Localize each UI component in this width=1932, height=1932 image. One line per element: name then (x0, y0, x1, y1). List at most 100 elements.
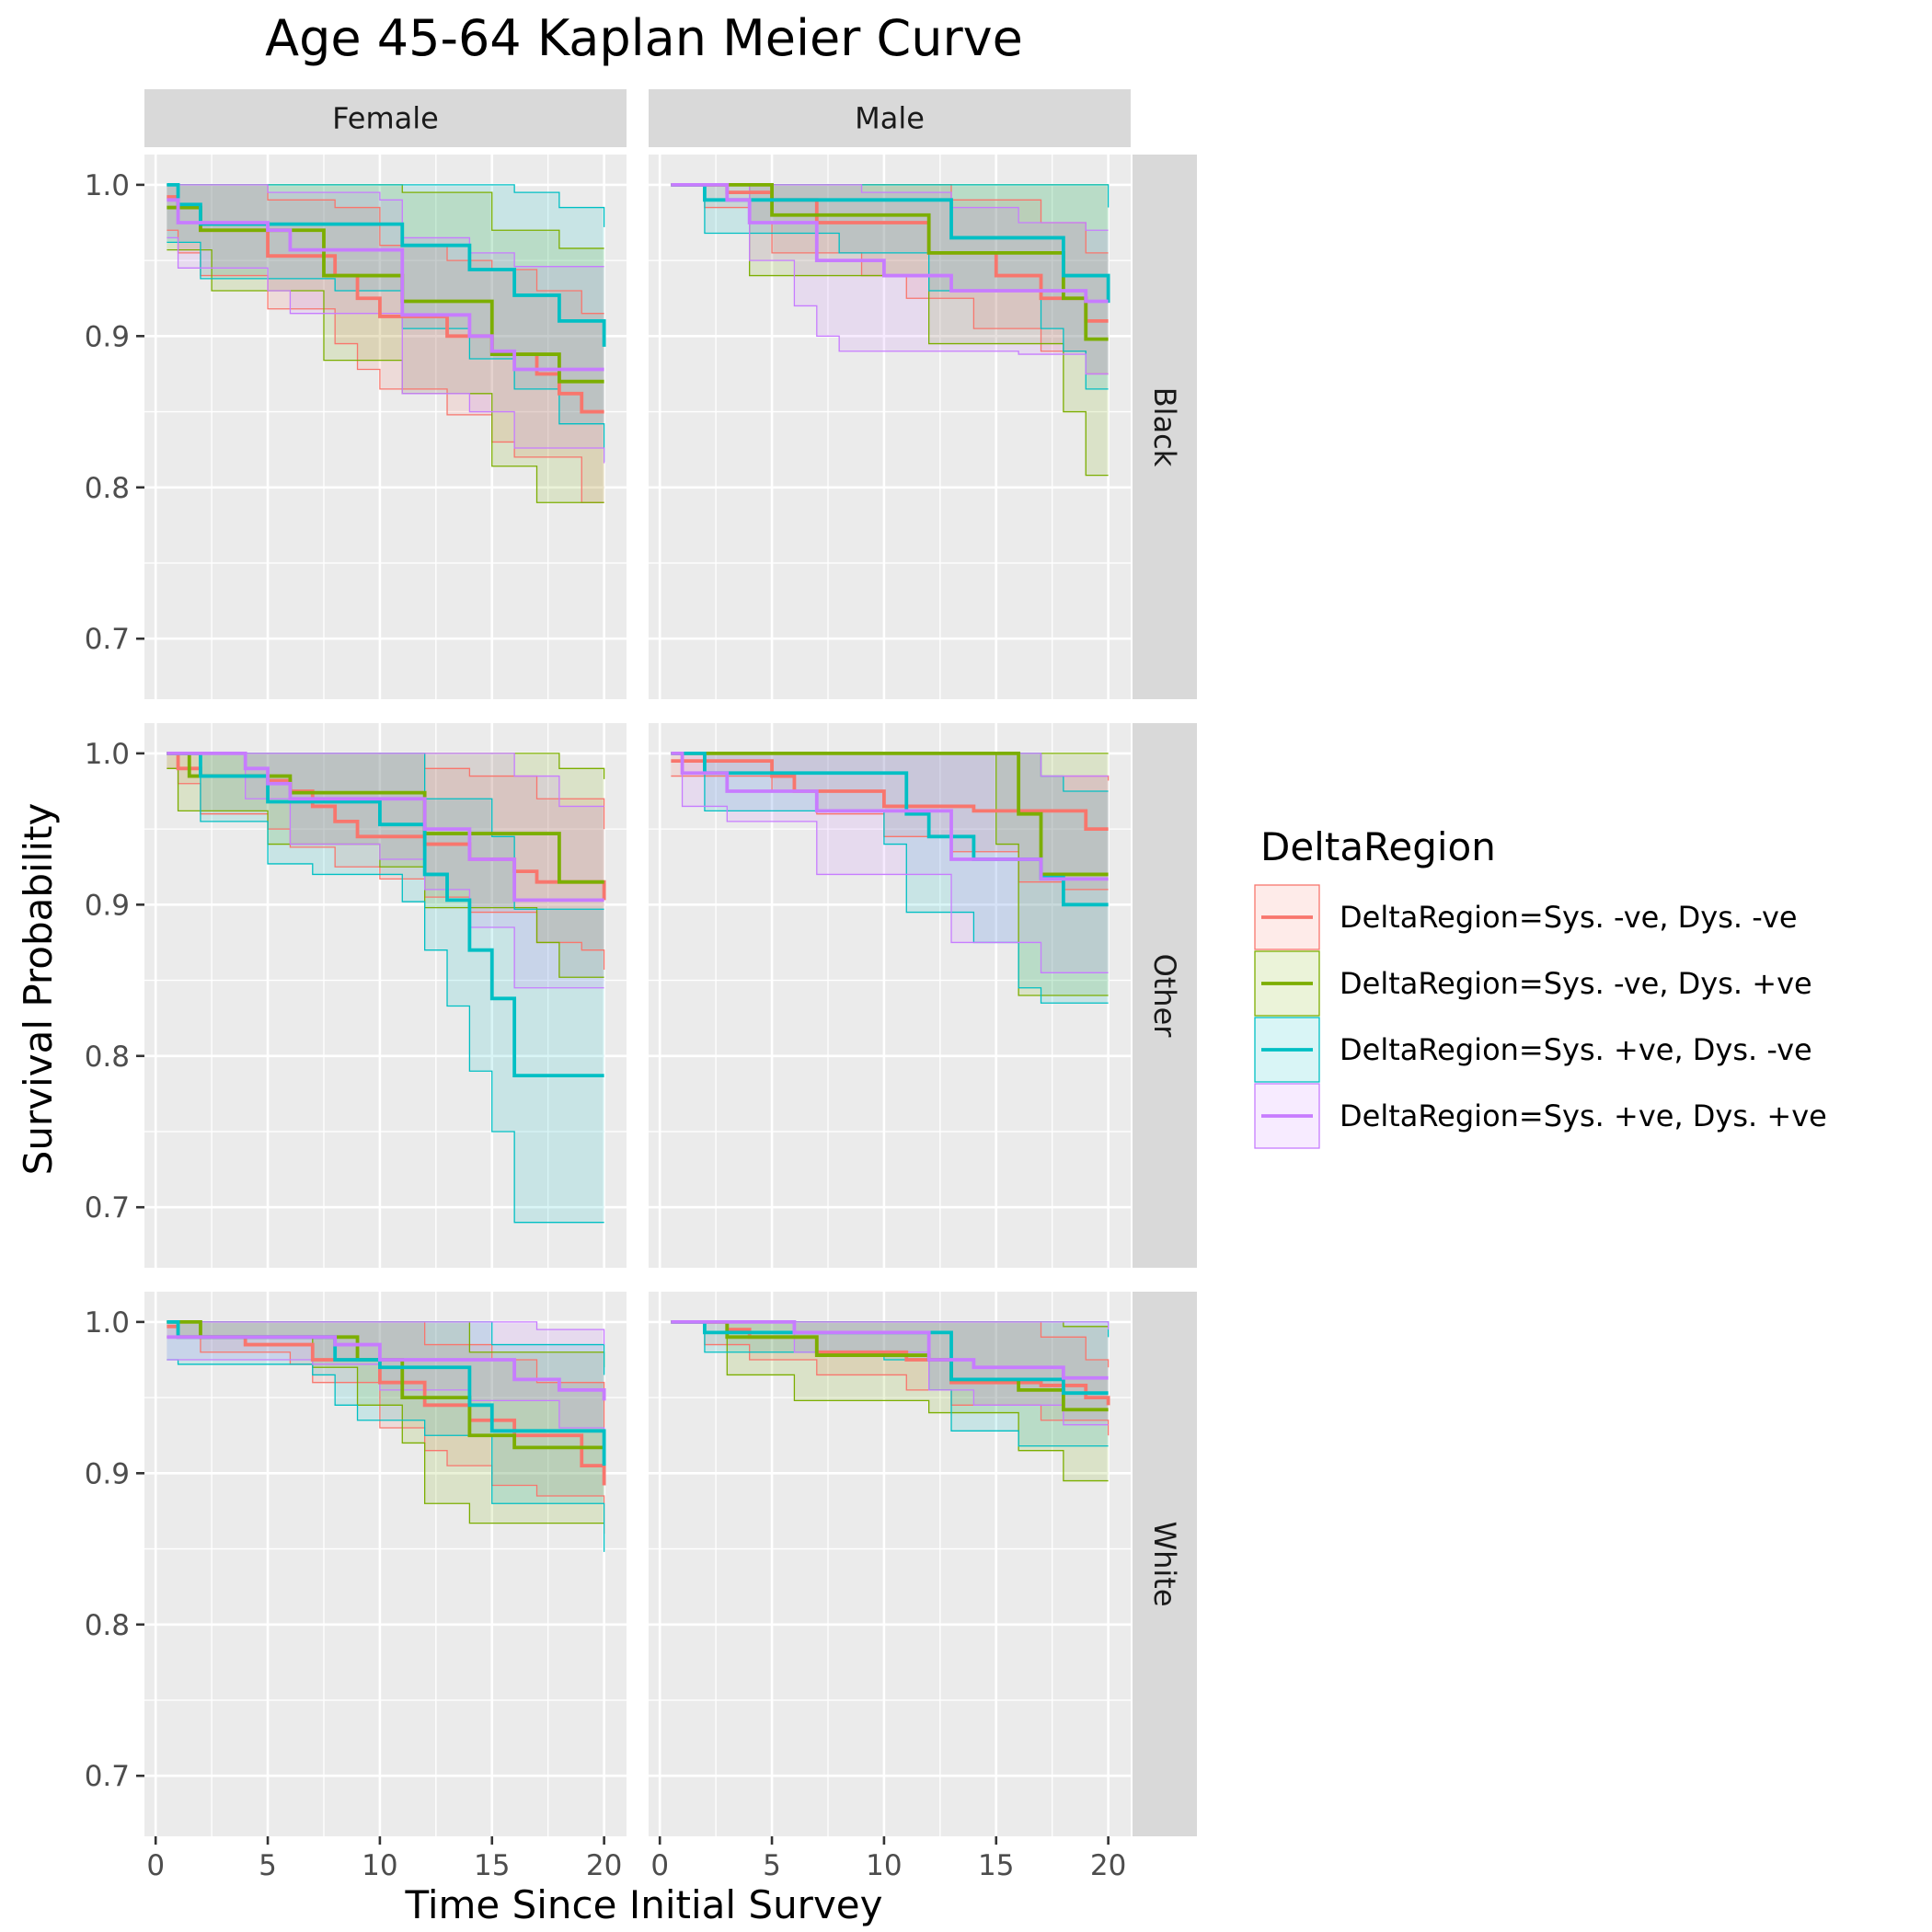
panel-female-other: 0.7 0.8 0.9 1.0 (85, 723, 627, 1284)
confidence-band (671, 753, 1109, 1004)
panel-background (649, 1292, 1131, 1836)
survival-curve (671, 1319, 1109, 1396)
facet-label-female: Female (332, 101, 439, 136)
y-tick-label: 0.8 (85, 1041, 130, 1074)
confidence-band (167, 753, 604, 1223)
x-tick-label: 0 (146, 1849, 165, 1882)
facet-strip-female (144, 89, 627, 147)
x-tick-label: 5 (763, 1849, 781, 1882)
facet-label-other: Other (1147, 954, 1182, 1039)
upper-bound-line (671, 184, 1109, 231)
survival-curve (167, 751, 604, 884)
confidence-band (167, 184, 604, 462)
confidence-band (671, 184, 1109, 374)
confidence-band (671, 1321, 1109, 1436)
confidence-band (671, 184, 1109, 374)
lower-bound-line (671, 1321, 1110, 1436)
confidence-band (671, 1321, 1109, 1481)
legend-key: DeltaRegion=Sys. -ve, Dys. +ve (1254, 950, 1812, 1017)
confidence-band (671, 1321, 1109, 1446)
legend-label: DeltaRegion=Sys. +ve, Dys. +ve (1340, 1098, 1827, 1133)
y-tick-label: 0.9 (85, 889, 130, 922)
y-tick-label: 0.7 (85, 1191, 130, 1225)
panel-male-black (649, 155, 1131, 716)
confidence-band (671, 753, 1109, 890)
facet-panels: Female MaleBlackOtherWhite0.70.80.91.00.7… (85, 89, 1197, 1882)
y-tick-label: 0.9 (85, 320, 130, 353)
legend-label: DeltaRegion=Sys. -ve, Dys. +ve (1340, 966, 1812, 1001)
survival-curve (671, 751, 1109, 881)
chart-title: Age 45-64 Kaplan Meier Curve (265, 9, 1023, 67)
upper-bound-line (167, 1321, 605, 1345)
confidence-band (671, 753, 1109, 995)
facet-strip-white (1133, 1292, 1197, 1836)
panel-female-white: 0.7 0.8 0.9 1.0 0 5 10 15 20 (85, 1292, 627, 1882)
y-tick-label: 1.0 (85, 169, 130, 202)
survival-curve (167, 751, 604, 1078)
upper-bound-line (671, 1321, 1110, 1330)
y-tick-label: 1.0 (85, 738, 130, 771)
lower-bound-line (167, 753, 604, 989)
y-tick-label: 0.9 (85, 1457, 130, 1490)
lower-bound-line (671, 184, 1109, 375)
x-tick-label: 0 (650, 1849, 669, 1882)
survival-curve (167, 1335, 606, 1401)
facet-label-white: White (1147, 1521, 1182, 1606)
x-tick-label: 20 (586, 1849, 622, 1882)
x-tick-label: 15 (978, 1849, 1014, 1882)
panel-male-white: 0 5 10 15 20 (649, 1292, 1131, 1882)
upper-bound-line (167, 184, 604, 268)
facet-strip-other (1133, 723, 1197, 1268)
legend-label: DeltaRegion=Sys. +ve, Dys. -ve (1340, 1032, 1812, 1067)
survival-curve (671, 1319, 1110, 1406)
survival-curve (671, 182, 1109, 341)
upper-bound-line (671, 184, 1110, 208)
y-tick-label: 0.7 (85, 623, 130, 656)
upper-bound-line (167, 753, 604, 808)
confidence-band (167, 1321, 604, 1552)
facet-strip-black (1133, 155, 1197, 699)
panel-male-other (649, 723, 1131, 1284)
lower-bound-line (671, 753, 1109, 1004)
survival-curve (167, 182, 606, 347)
confidence-band (167, 1321, 604, 1436)
lower-bound-line (167, 753, 604, 1224)
survival-curve (671, 182, 1110, 304)
facet-strip-male (649, 89, 1131, 147)
x-tick-label: 10 (362, 1849, 397, 1882)
confidence-band (671, 184, 1109, 389)
survival-curve (167, 751, 604, 903)
confidence-band (671, 753, 1109, 973)
confidence-band (167, 184, 604, 503)
confidence-band (167, 1321, 604, 1524)
panel-female-black: 0.7 0.8 0.9 1.0 (85, 155, 627, 716)
y-axis-title: Survival Probability (16, 803, 61, 1176)
confidence-band (167, 753, 604, 978)
survival-curve (671, 182, 1109, 304)
x-axis-title: Time Since Initial Survey (404, 1882, 882, 1927)
lower-bound-line (167, 1359, 605, 1552)
y-tick-label: 0.8 (85, 1609, 130, 1642)
confidence-band (167, 753, 604, 988)
legend-key: DeltaRegion=Sys. +ve, Dys. -ve (1254, 1017, 1812, 1083)
x-tick-label: 5 (259, 1849, 277, 1882)
legend-title: DeltaRegion (1260, 824, 1496, 869)
y-tick-label: 1.0 (85, 1306, 130, 1340)
y-tick-label: 0.8 (85, 472, 130, 505)
upper-bound-line (167, 184, 604, 315)
panel-background (649, 155, 1131, 699)
survival-curve (671, 1319, 1109, 1380)
x-tick-label: 20 (1090, 1849, 1126, 1882)
confidence-band (167, 753, 604, 971)
facet-label-black: Black (1147, 387, 1182, 467)
facet-label-male: Male (855, 101, 925, 136)
survival-curve (167, 205, 604, 384)
upper-bound-line (167, 184, 605, 227)
x-tick-label: 10 (866, 1849, 902, 1882)
survival-curve (167, 198, 604, 372)
confidence-band (671, 184, 1109, 476)
legend-key: DeltaRegion=Sys. +ve, Dys. +ve (1254, 1083, 1827, 1149)
lower-bound-line (167, 767, 604, 978)
confidence-band (167, 184, 604, 503)
